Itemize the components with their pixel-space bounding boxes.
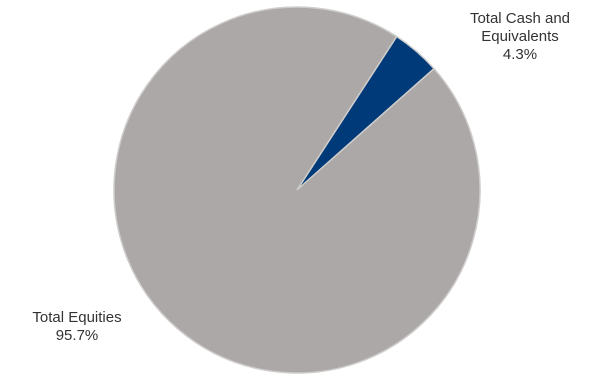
pie-slice-equities — [113, 6, 481, 374]
slice-label-cash: Total Cash and Equivalents 4.3% — [445, 10, 595, 64]
slice-label-cash-value: 4.3% — [502, 46, 538, 63]
slice-label-equities-name: Total Equities — [32, 309, 122, 326]
slice-label-equities-value: 95.7% — [55, 327, 99, 344]
slice-label-cash-name-line2: Equivalents — [481, 28, 559, 45]
slice-label-cash-name-line1: Total Cash and — [469, 10, 571, 27]
slice-label-equities: Total Equities 95.7% — [2, 309, 152, 345]
pie-slices — [113, 6, 481, 374]
